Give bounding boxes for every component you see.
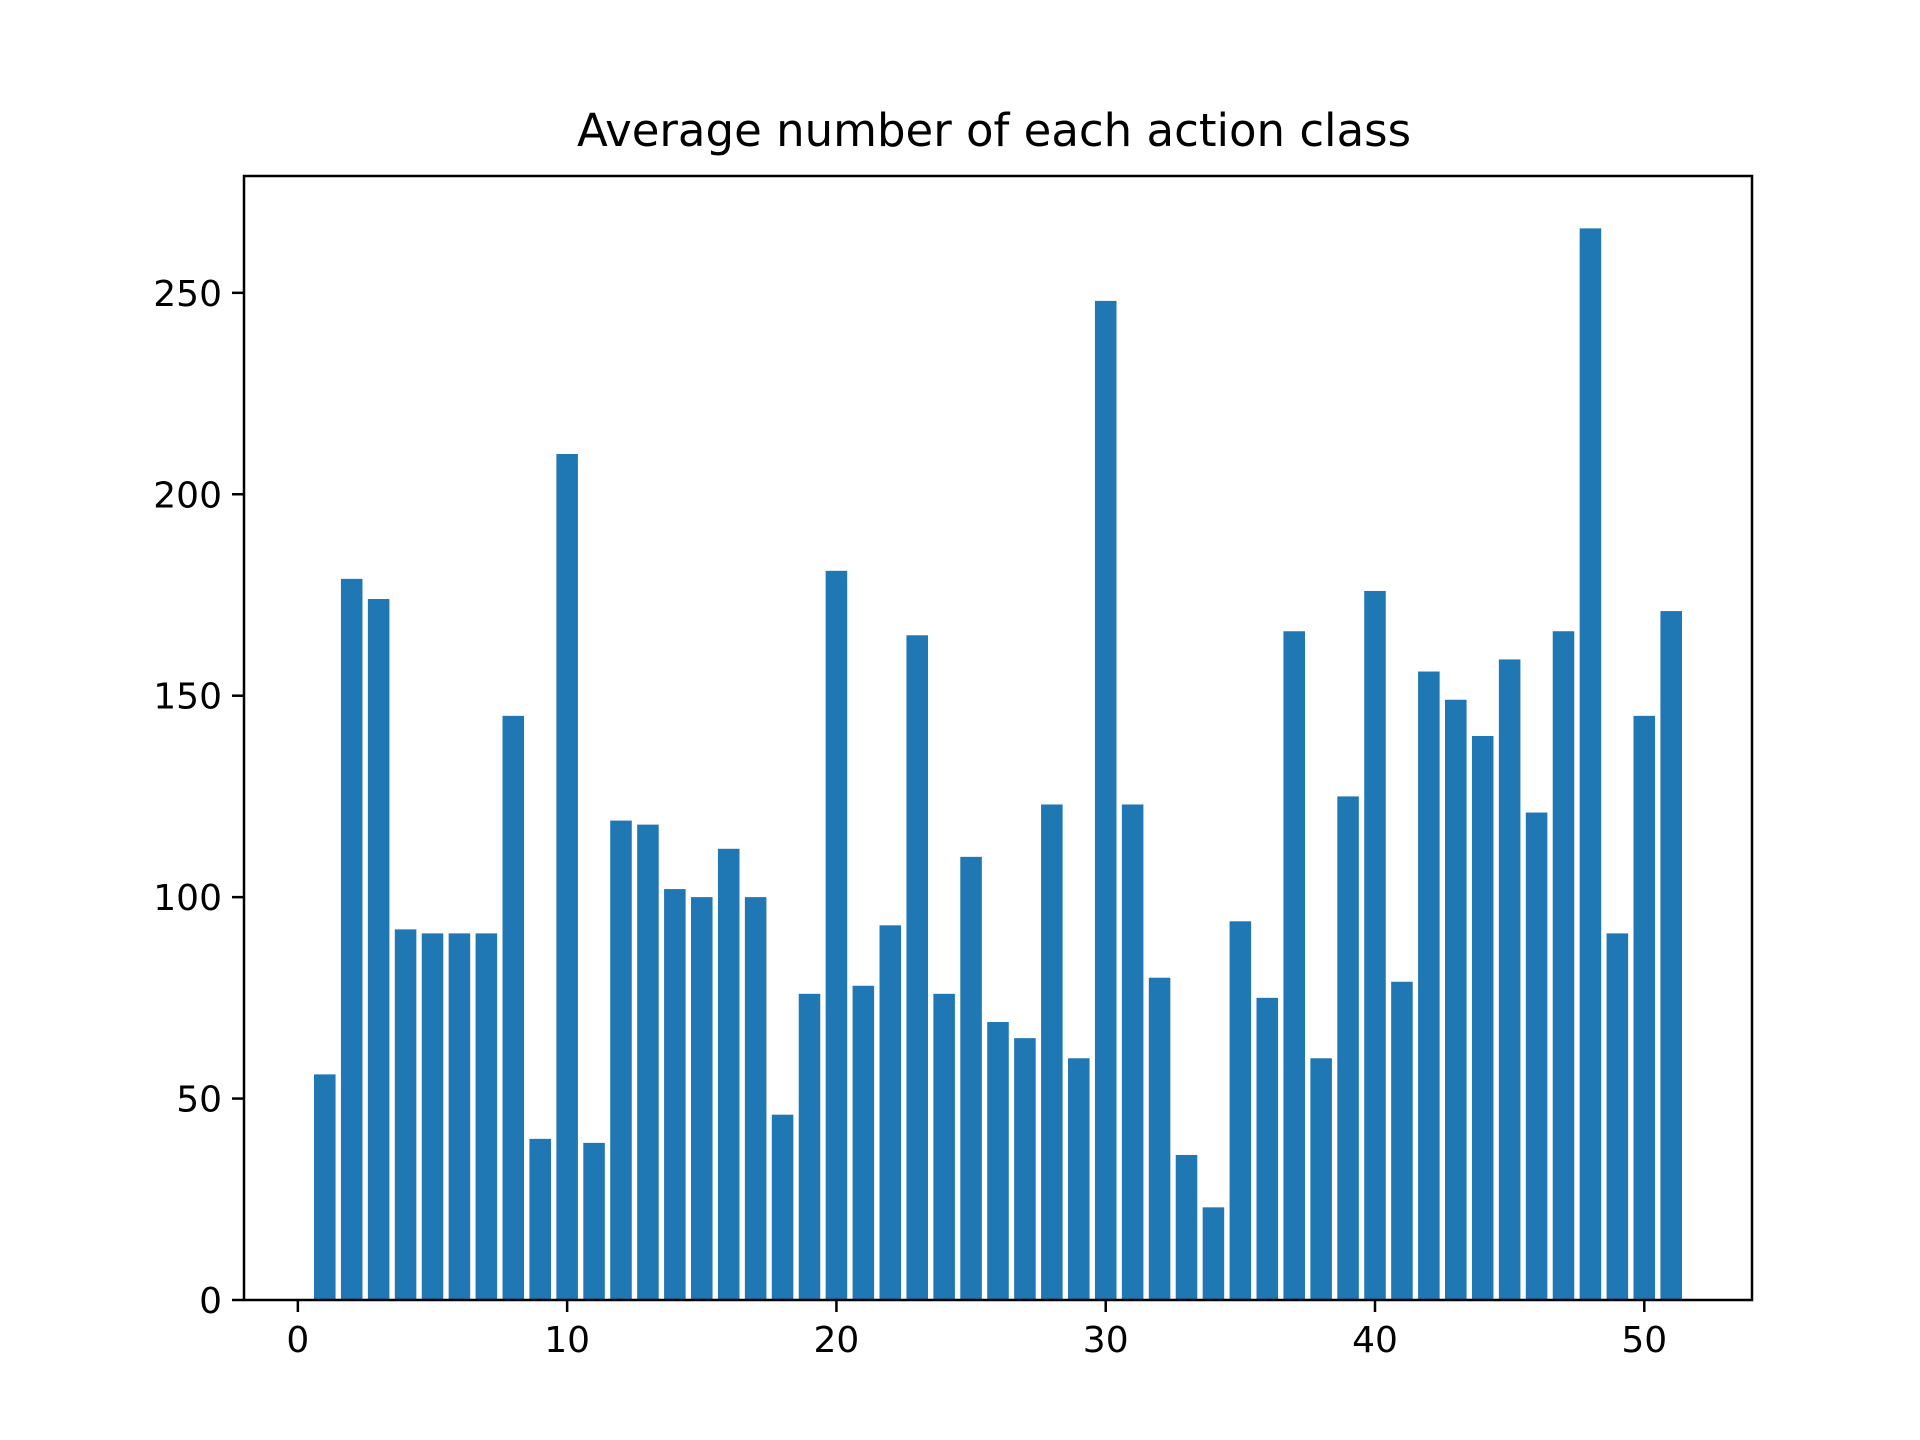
y-tick-label: 100 — [153, 878, 222, 919]
bar-11 — [583, 1142, 605, 1300]
bar-33 — [1175, 1154, 1198, 1300]
bar-18 — [771, 1114, 794, 1300]
y-axis: 0 50 100 150 200 250 — [153, 274, 244, 1322]
y-tick-label: 50 — [176, 1080, 222, 1121]
bar-22 — [879, 925, 902, 1300]
x-tick-label: 30 — [1083, 1320, 1129, 1361]
x-tick-label: 50 — [1621, 1320, 1667, 1361]
bar-9 — [529, 1138, 551, 1300]
bar-28 — [1041, 804, 1063, 1300]
bar-36 — [1256, 997, 1279, 1300]
y-tick-label: 200 — [153, 475, 222, 516]
x-axis: 0 10 20 30 40 50 — [286, 1300, 1667, 1361]
bar-38 — [1310, 1058, 1332, 1300]
bar-1 — [314, 1074, 336, 1300]
bar-40 — [1364, 590, 1386, 1300]
bar-25 — [960, 856, 982, 1300]
x-tick-label: 40 — [1352, 1320, 1398, 1361]
y-tick-label: 250 — [153, 274, 222, 315]
bar-4 — [394, 929, 417, 1300]
bar-49 — [1606, 933, 1629, 1300]
bar-30 — [1094, 300, 1117, 1300]
bar-41 — [1391, 981, 1413, 1300]
bar-35 — [1229, 921, 1252, 1300]
bar-42 — [1418, 671, 1440, 1300]
bar-51 — [1660, 611, 1682, 1300]
bar-15 — [691, 897, 713, 1300]
bar-10 — [556, 453, 578, 1300]
bar-5 — [421, 933, 444, 1300]
bar-29 — [1068, 1058, 1090, 1300]
bar-27 — [1014, 1038, 1036, 1300]
x-tick-label: 0 — [286, 1320, 309, 1361]
bar-24 — [933, 993, 955, 1300]
y-tick-label: 0 — [199, 1281, 222, 1322]
bar-13 — [637, 824, 659, 1300]
bar-17 — [744, 897, 767, 1300]
bar-2 — [340, 578, 363, 1300]
bar-20 — [825, 570, 848, 1300]
plot-frame — [242, 174, 1754, 1302]
bar-12 — [610, 820, 632, 1300]
bar-44 — [1471, 735, 1494, 1300]
bar-3 — [367, 599, 390, 1300]
bar-21 — [852, 985, 875, 1300]
bar-16 — [717, 848, 740, 1300]
bar-14 — [664, 889, 686, 1300]
bar-45 — [1498, 659, 1521, 1300]
bar-31 — [1121, 804, 1144, 1300]
bar-50 — [1633, 715, 1656, 1300]
bar-6 — [448, 933, 471, 1300]
bars-group — [314, 228, 1682, 1300]
bar-34 — [1202, 1207, 1225, 1300]
bar-7 — [475, 933, 498, 1300]
bar-8 — [502, 715, 525, 1300]
chart-title: Average number of each action class — [577, 104, 1411, 157]
x-tick-label: 10 — [544, 1320, 590, 1361]
bar-26 — [987, 1022, 1009, 1300]
bar-39 — [1337, 796, 1359, 1300]
x-tick-label: 20 — [814, 1320, 860, 1361]
bar-46 — [1525, 812, 1548, 1300]
bar-32 — [1148, 977, 1171, 1300]
bar-19 — [798, 993, 821, 1300]
bar-23 — [906, 635, 928, 1300]
bar-47 — [1552, 631, 1575, 1300]
bar-43 — [1445, 699, 1467, 1300]
bar-37 — [1283, 631, 1305, 1300]
bar-48 — [1579, 228, 1602, 1300]
y-tick-label: 150 — [153, 677, 222, 718]
